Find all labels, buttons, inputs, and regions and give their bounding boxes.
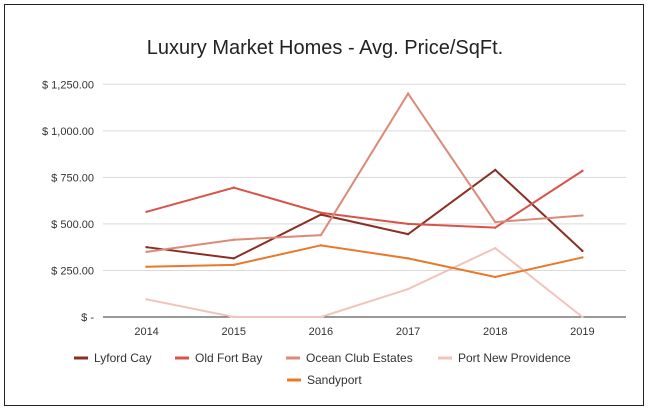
data-point [319, 211, 323, 214]
chart-title: Luxury Market Homes - Avg. Price/SqFt. [147, 37, 503, 59]
x-tick-label: 2017 [396, 326, 420, 338]
data-point [319, 213, 323, 216]
x-axis-ticks: 2014 2015 2016 2017 2018 2019 [134, 326, 594, 338]
y-tick-label: $ 250.00 [51, 265, 94, 277]
x-tick-label: 2018 [483, 326, 507, 338]
x-tick-label: 2014 [134, 326, 158, 338]
data-point [145, 250, 148, 254]
data-point [145, 298, 148, 301]
y-tick-label: $ 500.00 [51, 219, 94, 231]
y-tick-label: $ 1,250.00 [42, 79, 94, 91]
data-point [494, 246, 497, 250]
y-tick-label: $ 750.00 [51, 172, 94, 184]
y-tick-label: $ 1,000.00 [42, 126, 94, 138]
data-point [319, 244, 323, 247]
data-point [145, 245, 148, 249]
data-point [232, 257, 235, 260]
x-tick-label: 2019 [570, 326, 594, 338]
series-lines [145, 91, 584, 319]
x-tick-label: 2016 [309, 326, 333, 338]
y-tick-label: $ - [81, 312, 94, 324]
data-point [406, 287, 410, 291]
data-point [581, 169, 584, 173]
data-point [581, 315, 584, 319]
data-point [319, 233, 323, 237]
legend-label: Ocean Club Estates [306, 351, 413, 365]
data-point [494, 220, 497, 224]
data-point [494, 226, 497, 229]
series-line-lyford-cay [146, 168, 584, 260]
y-axis-ticks: $ - $ 250.00 $ 500.00 $ 750.00 $ 1,000.00 $ 1… [42, 79, 94, 324]
legend-label: Sandyport [307, 373, 362, 387]
data-point [581, 214, 584, 217]
data-point [232, 186, 235, 189]
data-point [581, 256, 584, 259]
series-line-port-new-providence [146, 246, 584, 318]
data-point [406, 257, 410, 260]
series-line-sandyport [146, 244, 583, 279]
data-point [494, 168, 497, 172]
data-point [232, 238, 235, 241]
series-line-ocean-club-estates [146, 91, 583, 253]
legend-label: Lyford Cay [94, 351, 152, 365]
data-point [232, 263, 235, 267]
legend-label: Old Fort Bay [195, 351, 262, 365]
data-point [581, 249, 584, 253]
data-point [232, 315, 235, 319]
data-point [145, 210, 148, 214]
legend: Lyford Cay Old Fort Bay Ocean Club Estates… [74, 351, 571, 387]
data-point [406, 222, 410, 226]
legend-label: Port New Providence [458, 351, 571, 365]
x-tick-label: 2015 [222, 326, 246, 338]
data-point [494, 275, 497, 279]
data-point [145, 265, 148, 268]
gridlines [103, 83, 626, 318]
data-point [406, 92, 410, 95]
data-point [406, 232, 410, 236]
data-point [319, 315, 323, 319]
series-line-old-fort-bay [146, 170, 583, 229]
chart-frame [4, 4, 644, 406]
